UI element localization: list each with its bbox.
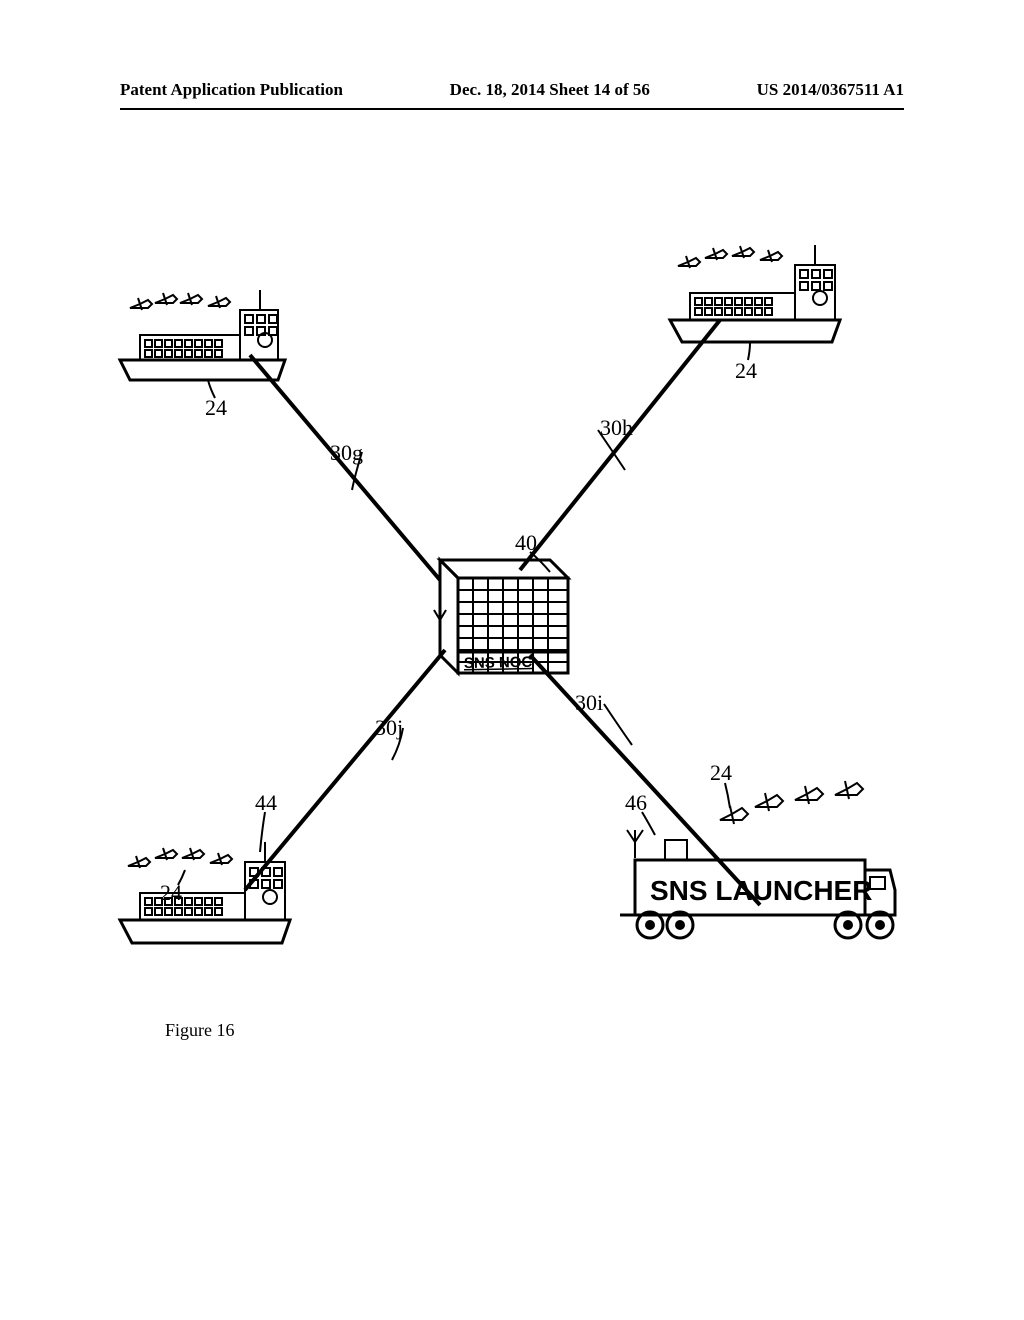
ship-bl-struct-ref: 44 [255,790,277,815]
launcher-ref-24: 24 [710,760,732,785]
ship-top-right [670,245,840,342]
edge-30j [245,650,445,890]
network-diagram-svg: 30g 30h 30j 30i SNS NO [100,180,900,1000]
ship-tr-ref: 24 [735,358,757,383]
edge-label-30g: 30g [330,440,363,465]
leader-46 [642,812,655,835]
edge-label-30j: 30j [375,715,403,740]
central-node-sns-noc: SNS NOC [434,560,568,673]
ship-tl-ref: 24 [205,395,227,420]
launcher-label: SNS LAUNCHER [650,875,872,906]
noc-label: SNS NOC [464,654,533,672]
launcher-truck: SNS LAUNCHER [620,781,895,938]
launcher-ref-46: 46 [625,790,647,815]
page-header: Patent Application Publication Dec. 18, … [0,80,1024,100]
figure-diagram: 30g 30h 30j 30i SNS NO [100,180,900,1000]
edge-30g [250,355,440,580]
edge-30h [520,320,720,570]
leader-launcher-24 [725,783,730,808]
edge-label-30h: 30h [600,415,633,440]
ship-bottom-left [120,842,290,943]
header-center: Dec. 18, 2014 Sheet 14 of 56 [450,80,650,100]
figure-caption: Figure 16 [165,1020,235,1041]
leader-40 [530,552,550,572]
header-rule [120,108,904,110]
edge-label-30i: 30i [575,690,603,715]
header-left: Patent Application Publication [120,80,343,100]
header-right: US 2014/0367511 A1 [757,80,904,100]
noc-ref: 40 [515,530,537,555]
